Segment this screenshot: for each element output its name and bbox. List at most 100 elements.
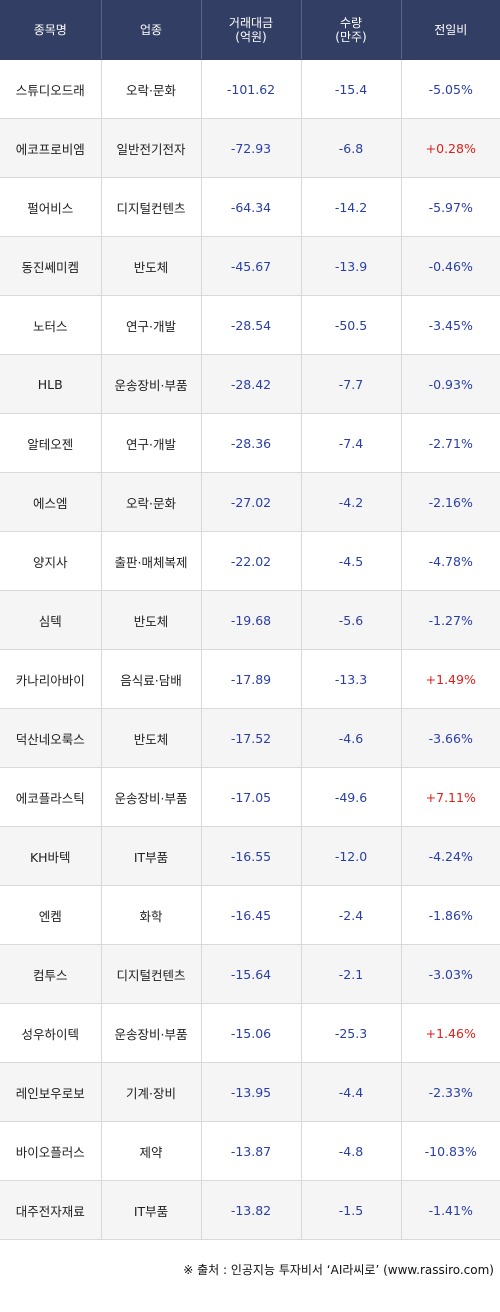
header-change: 전일비 — [401, 0, 500, 60]
table-row: 성우하이텍 운송장비·부품 -15.06 -25.3 +1.46% — [0, 1003, 500, 1063]
cell-change: +0.28% — [401, 118, 500, 178]
table-header-row: 종목명 업종 거래대금 (억원) 수량 (만주) 전일비 — [0, 0, 500, 60]
table-row: KH바텍 IT부품 -16.55 -12.0 -4.24% — [0, 826, 500, 886]
cell-stock-name: 알테오젠 — [0, 413, 102, 473]
cell-trade-amount: -72.93 — [201, 118, 302, 178]
table-row: 노터스 연구·개발 -28.54 -50.5 -3.45% — [0, 295, 500, 355]
cell-sector: 오락·문화 — [101, 59, 202, 119]
cell-quantity: -2.1 — [301, 944, 402, 1004]
cell-quantity: -7.7 — [301, 354, 402, 414]
cell-stock-name: 컴투스 — [0, 944, 102, 1004]
cell-sector: 기계·장비 — [101, 1062, 202, 1122]
cell-stock-name: 카나리아바이 — [0, 649, 102, 709]
header-amount: 거래대금 (억원) — [201, 0, 302, 60]
cell-stock-name: 노터스 — [0, 295, 102, 355]
cell-sector: 디지털컨텐츠 — [101, 944, 202, 1004]
cell-trade-amount: -45.67 — [201, 236, 302, 296]
cell-trade-amount: -15.64 — [201, 944, 302, 1004]
table-row: HLB 운송장비·부품 -28.42 -7.7 -0.93% — [0, 354, 500, 414]
cell-trade-amount: -17.89 — [201, 649, 302, 709]
cell-stock-name: 펄어비스 — [0, 177, 102, 237]
table-row: 대주전자재료 IT부품 -13.82 -1.5 -1.41% — [0, 1180, 500, 1240]
cell-trade-amount: -17.05 — [201, 767, 302, 827]
cell-change: -0.93% — [401, 354, 500, 414]
cell-trade-amount: -27.02 — [201, 472, 302, 532]
table-row: 레인보우로보 기계·장비 -13.95 -4.4 -2.33% — [0, 1062, 500, 1122]
cell-sector: 디지털컨텐츠 — [101, 177, 202, 237]
cell-trade-amount: -101.62 — [201, 59, 302, 119]
cell-sector: 오락·문화 — [101, 472, 202, 532]
cell-sector: 일반전기전자 — [101, 118, 202, 178]
cell-sector: 제약 — [101, 1121, 202, 1181]
cell-sector: 출판·매체복제 — [101, 531, 202, 591]
table-row: 에코플라스틱 운송장비·부품 -17.05 -49.6 +7.11% — [0, 767, 500, 827]
cell-quantity: -5.6 — [301, 590, 402, 650]
cell-quantity: -49.6 — [301, 767, 402, 827]
cell-quantity: -4.4 — [301, 1062, 402, 1122]
cell-quantity: -25.3 — [301, 1003, 402, 1063]
cell-stock-name: KH바텍 — [0, 826, 102, 886]
cell-sector: 연구·개발 — [101, 413, 202, 473]
cell-sector: 연구·개발 — [101, 295, 202, 355]
table-row: 알테오젠 연구·개발 -28.36 -7.4 -2.71% — [0, 413, 500, 473]
cell-change: +7.11% — [401, 767, 500, 827]
cell-change: -3.03% — [401, 944, 500, 1004]
stock-table: 종목명 업종 거래대금 (억원) 수량 (만주) 전일비 스튜디오드래 오락·문화 -1… — [0, 0, 500, 1240]
cell-change: -2.16% — [401, 472, 500, 532]
cell-stock-name: 동진쎄미켐 — [0, 236, 102, 296]
cell-stock-name: 양지사 — [0, 531, 102, 591]
cell-sector: 음식료·담배 — [101, 649, 202, 709]
cell-quantity: -6.8 — [301, 118, 402, 178]
cell-change: -2.71% — [401, 413, 500, 473]
cell-trade-amount: -16.55 — [201, 826, 302, 886]
cell-sector: 운송장비·부품 — [101, 354, 202, 414]
cell-trade-amount: -13.87 — [201, 1121, 302, 1181]
table-row: 에코프로비엠 일반전기전자 -72.93 -6.8 +0.28% — [0, 118, 500, 178]
table-row: 스튜디오드래 오락·문화 -101.62 -15.4 -5.05% — [0, 59, 500, 119]
table-row: 에스엠 오락·문화 -27.02 -4.2 -2.16% — [0, 472, 500, 532]
cell-quantity: -4.5 — [301, 531, 402, 591]
cell-sector: 반도체 — [101, 708, 202, 768]
cell-trade-amount: -28.36 — [201, 413, 302, 473]
cell-change: +1.46% — [401, 1003, 500, 1063]
cell-change: -1.27% — [401, 590, 500, 650]
table-row: 카나리아바이 음식료·담배 -17.89 -13.3 +1.49% — [0, 649, 500, 709]
cell-quantity: -50.5 — [301, 295, 402, 355]
cell-sector: IT부품 — [101, 826, 202, 886]
cell-stock-name: 대주전자재료 — [0, 1180, 102, 1240]
table-row: 동진쎄미켐 반도체 -45.67 -13.9 -0.46% — [0, 236, 500, 296]
table-row: 컴투스 디지털컨텐츠 -15.64 -2.1 -3.03% — [0, 944, 500, 1004]
header-sector: 업종 — [101, 0, 202, 60]
cell-sector: 운송장비·부품 — [101, 767, 202, 827]
cell-quantity: -4.2 — [301, 472, 402, 532]
cell-trade-amount: -17.52 — [201, 708, 302, 768]
cell-change: -5.97% — [401, 177, 500, 237]
cell-trade-amount: -15.06 — [201, 1003, 302, 1063]
cell-trade-amount: -16.45 — [201, 885, 302, 945]
cell-change: +1.49% — [401, 649, 500, 709]
cell-quantity: -4.6 — [301, 708, 402, 768]
source-footer: ※ 출처 : 인공지능 투자비서 ‘AI라씨로’ (www.rassiro.co… — [183, 1263, 494, 1277]
cell-stock-name: 에코프로비엠 — [0, 118, 102, 178]
cell-stock-name: 성우하이텍 — [0, 1003, 102, 1063]
table-row: 덕산네오룩스 반도체 -17.52 -4.6 -3.66% — [0, 708, 500, 768]
cell-change: -5.05% — [401, 59, 500, 119]
cell-quantity: -15.4 — [301, 59, 402, 119]
cell-stock-name: 레인보우로보 — [0, 1062, 102, 1122]
cell-trade-amount: -13.95 — [201, 1062, 302, 1122]
cell-trade-amount: -13.82 — [201, 1180, 302, 1240]
cell-sector: 반도체 — [101, 590, 202, 650]
header-name: 종목명 — [0, 0, 102, 60]
cell-sector: 운송장비·부품 — [101, 1003, 202, 1063]
cell-change: -1.86% — [401, 885, 500, 945]
cell-sector: 화학 — [101, 885, 202, 945]
cell-sector: IT부품 — [101, 1180, 202, 1240]
cell-stock-name: 에코플라스틱 — [0, 767, 102, 827]
cell-quantity: -13.3 — [301, 649, 402, 709]
cell-stock-name: HLB — [0, 354, 102, 414]
table-body: 스튜디오드래 오락·문화 -101.62 -15.4 -5.05% 에코프로비엠 일반전기전… — [0, 59, 500, 1240]
table-row: 양지사 출판·매체복제 -22.02 -4.5 -4.78% — [0, 531, 500, 591]
table-row: 바이오플러스 제약 -13.87 -4.8 -10.83% — [0, 1121, 500, 1181]
cell-trade-amount: -22.02 — [201, 531, 302, 591]
